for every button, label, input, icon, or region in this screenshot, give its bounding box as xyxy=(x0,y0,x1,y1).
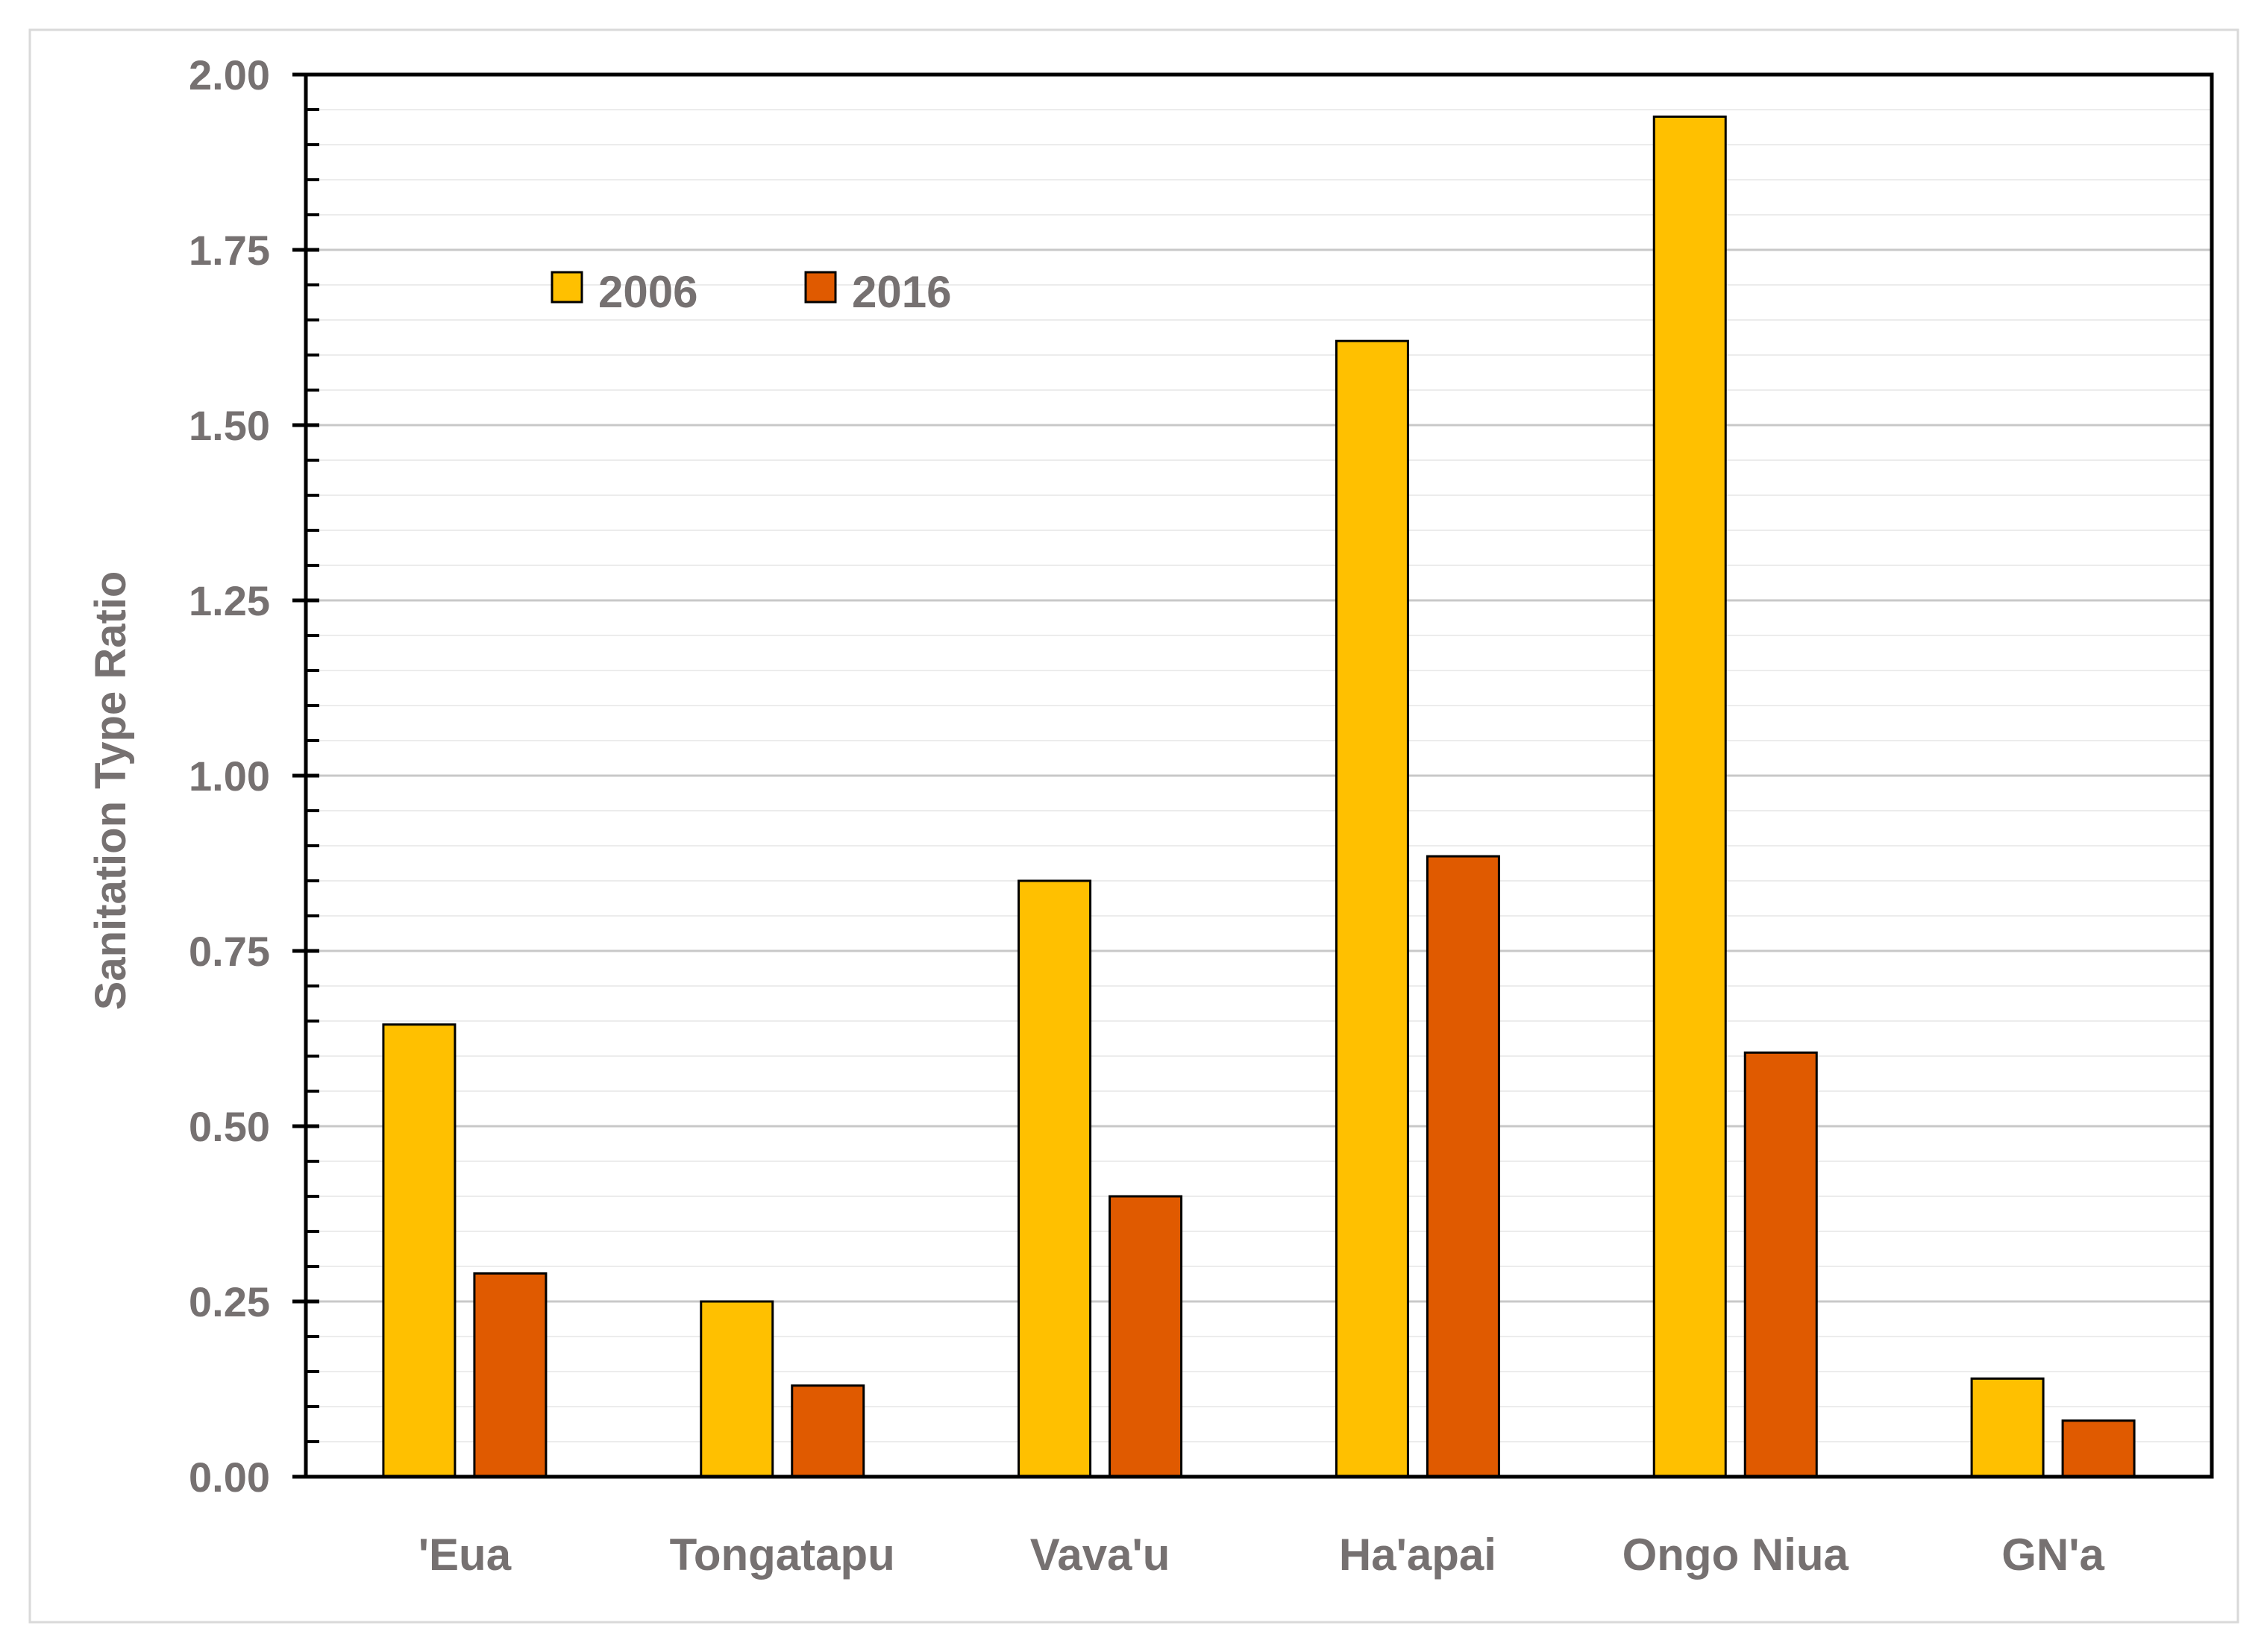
y-tick-label: 0.50 xyxy=(189,1103,270,1150)
y-axis-ticks xyxy=(292,72,319,1479)
x-axis-category-labels: 'Eua Tongatapu Vava'u Ha'apai Ongo Niua GN'a xyxy=(418,1530,2105,1580)
bar-2016-4 xyxy=(1743,1051,1818,1478)
x-category-label: Ha'apai xyxy=(1339,1530,1496,1580)
legend-swatch-2016 xyxy=(804,271,837,304)
y-axis-title: Sanitation Type Ratio xyxy=(87,571,135,1011)
bar-2016-1 xyxy=(791,1384,865,1478)
y-axis-tick-labels: 0.00 0.25 0.50 0.75 1.00 1.25 1.50 1.75 2.00 xyxy=(189,51,270,1501)
y-tick-label: 1.50 xyxy=(189,402,270,449)
bar-2006-3 xyxy=(1335,339,1409,1478)
legend-swatch-2006 xyxy=(551,271,583,304)
y-tick-label: 0.75 xyxy=(189,928,270,975)
x-category-label: GN'a xyxy=(2001,1530,2104,1580)
y-tick-label: 2.00 xyxy=(189,51,270,98)
bar-2006-2 xyxy=(1018,879,1092,1478)
x-category-label: Vava'u xyxy=(1030,1530,1170,1580)
bar-2006-4 xyxy=(1652,115,1727,1478)
bar-2006-1 xyxy=(700,1300,774,1478)
bar-2006-0 xyxy=(382,1023,457,1478)
bar-2016-5 xyxy=(2061,1419,2136,1478)
y-tick-label: 1.00 xyxy=(189,753,270,800)
bar-2016-2 xyxy=(1109,1195,1183,1478)
y-tick-label: 1.75 xyxy=(189,227,270,274)
gridlines xyxy=(306,109,2212,1442)
bar-2006-5 xyxy=(1970,1377,2045,1478)
bars xyxy=(382,115,2136,1478)
x-category-label: 'Eua xyxy=(418,1530,512,1580)
legend-label-2006: 2006 xyxy=(598,267,697,317)
bar-2016-0 xyxy=(473,1272,548,1478)
legend: 2006 2016 xyxy=(551,267,951,317)
y-tick-label: 0.25 xyxy=(189,1278,270,1325)
x-category-label: Tongatapu xyxy=(670,1530,895,1580)
x-category-label: Ongo Niua xyxy=(1622,1530,1849,1580)
bar-2016-3 xyxy=(1426,855,1500,1478)
legend-label-2016: 2016 xyxy=(852,267,951,317)
y-tick-label: 1.25 xyxy=(189,577,270,624)
y-tick-label: 0.00 xyxy=(189,1454,270,1501)
